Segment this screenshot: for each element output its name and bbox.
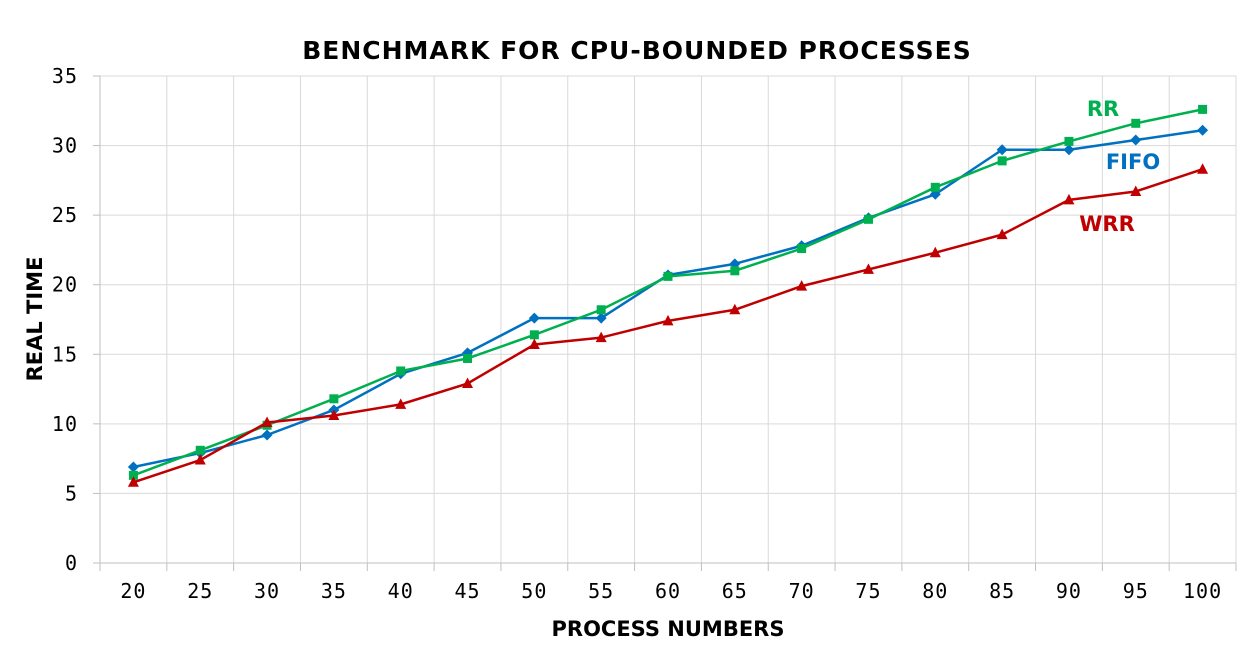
x-tick-label: 40 [388,579,414,603]
data-point [1198,104,1208,114]
data-point [997,156,1007,166]
series-labels: FIFO RR WRR [1079,97,1160,236]
axes [93,75,1237,571]
data-point [729,303,741,315]
data-point [929,246,941,258]
y-tick-labels: 0 5 10 15 20 25 30 35 [52,64,78,575]
data-point [596,305,606,315]
x-tick-labels: 20 25 30 35 40 45 50 55 60 65 70 75 80 85 90 95 100 [120,579,1222,603]
data-point [529,330,539,340]
data-point [1197,163,1209,174]
y-tick-label: 35 [52,64,78,88]
y-tick-label: 15 [52,342,78,366]
data-point [595,312,607,324]
y-tick-label: 5 [65,481,78,505]
data-point [396,366,406,376]
data-point [462,377,474,389]
data-point [1063,193,1075,205]
data-point [796,280,808,291]
data-point [261,416,273,427]
x-tick-label: 25 [187,579,213,603]
data-point [1130,185,1142,196]
x-tick-label: 50 [521,579,547,603]
series-label-wrr: WRR [1079,212,1135,236]
y-tick-label: 10 [52,412,78,436]
x-tick-label: 60 [655,579,681,603]
data-point [595,331,607,343]
data-point [862,263,874,274]
data-point [662,314,674,326]
data-point [127,476,139,487]
x-tick-label: 55 [588,579,614,603]
x-tick-label: 95 [1123,579,1149,603]
data-point [261,429,273,441]
y-tick-label: 0 [65,551,78,575]
y-tick-label: 25 [52,203,78,227]
data-point [528,312,540,324]
series-lines [127,104,1209,487]
data-point [128,470,138,480]
data-point [730,266,740,276]
series-wrr [127,163,1209,487]
series-rr [128,104,1208,480]
series-label-rr: RR [1087,97,1119,121]
x-tick-label: 45 [454,579,480,603]
data-point [797,244,807,254]
data-point [1197,124,1209,136]
x-tick-label: 70 [789,579,815,603]
data-point [863,214,873,224]
x-tick-label: 20 [120,579,146,603]
data-point [395,398,407,409]
x-tick-label: 35 [321,579,347,603]
data-point [996,228,1008,240]
x-tick-label: 30 [254,579,280,603]
data-point [930,182,940,192]
grid-lines [100,75,1237,563]
data-point [663,271,673,281]
x-tick-label: 85 [989,579,1015,603]
series-label-fifo: FIFO [1106,150,1160,174]
data-point [1131,118,1141,128]
data-point [996,144,1008,156]
series-line-wrr [133,168,1203,484]
x-axis-label: PROCESS NUMBERS [552,617,785,641]
data-point [195,445,205,455]
data-point [194,454,206,465]
x-tick-label: 90 [1056,579,1082,603]
x-tick-label: 75 [855,579,881,603]
data-point [1064,136,1074,146]
data-point [463,353,473,363]
data-point [328,409,340,421]
x-tick-label: 65 [722,579,748,603]
y-axis-label: REAL TIME [23,257,47,382]
data-point [1063,144,1075,156]
y-tick-label: 20 [52,273,78,297]
data-point [1130,134,1142,146]
data-point [127,461,139,473]
series-line-fifo [133,129,1203,469]
x-tick-label: 100 [1183,579,1222,603]
x-tick-label: 80 [922,579,948,603]
data-point [528,338,540,350]
y-tick-label: 30 [52,134,78,158]
chart-title: BENCHMARK FOR CPU-BOUNDED PROCESSES [302,36,972,65]
data-point [329,394,339,404]
